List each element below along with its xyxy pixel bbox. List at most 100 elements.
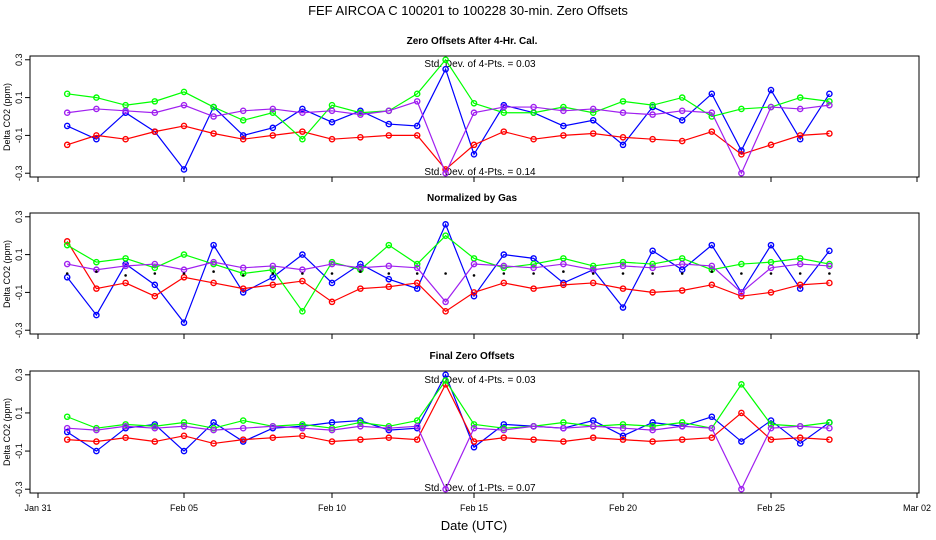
- data-point-norm: [621, 272, 625, 275]
- series-line-series_2: [66, 241, 830, 313]
- data-point-series_2: [93, 132, 100, 139]
- data-point-series_3: [678, 419, 686, 426]
- data-point-series_1: [328, 118, 336, 126]
- data-point-norm: [532, 272, 535, 275]
- data-point-series_3: [413, 260, 421, 268]
- data-point-series_1: [269, 124, 277, 132]
- plot-frame: [29, 212, 920, 335]
- data-point-series_4: [708, 109, 716, 117]
- y-tick-label: -0.1: [14, 285, 24, 301]
- data-point-series_4: [63, 260, 71, 268]
- data-point-series_1: [589, 116, 597, 124]
- data-point-series_4: [767, 264, 775, 272]
- data-point-norm: [212, 270, 215, 273]
- x-axis-label: Date (UTC): [441, 518, 507, 533]
- data-point-norm: [651, 272, 654, 275]
- data-point-series_3: [826, 98, 833, 105]
- data-point-series_2: [93, 438, 100, 445]
- data-point-series_2: [357, 285, 364, 292]
- data-point-series_3: [63, 413, 71, 421]
- data-point-series_3: [738, 381, 745, 388]
- data-point-series_4: [328, 260, 336, 268]
- data-point-series_1: [180, 447, 188, 455]
- data-point-series_1: [708, 241, 716, 249]
- data-point-norm: [591, 272, 595, 275]
- data-point-series_2: [413, 436, 421, 443]
- x-tick-label: Feb 20: [609, 503, 637, 513]
- data-point-norm: [710, 270, 714, 273]
- data-point-series_2: [239, 135, 247, 143]
- data-point-series_3: [767, 421, 775, 428]
- y-tick-label: -0.3: [14, 322, 24, 338]
- std-dev-annotation-bottom: Std. Dev. of 4-Pts. = 0.14: [424, 167, 536, 178]
- data-point-series_4: [210, 426, 217, 434]
- data-point-series_4: [619, 262, 627, 270]
- data-point-series_3: [738, 105, 745, 113]
- data-point-series_4: [500, 426, 508, 434]
- series-line-series_2: [67, 125, 830, 171]
- data-point-series_4: [385, 107, 393, 115]
- y-tick-label: -0.3: [14, 165, 24, 181]
- figure-title: FEF AIRCOA C 100201 to 100228 30-min. Ze…: [308, 3, 628, 18]
- data-point-series_2: [151, 292, 159, 300]
- data-point-series_4: [210, 113, 217, 120]
- data-point-series_1: [63, 428, 71, 436]
- data-point-series_4: [299, 424, 306, 432]
- data-point-series_2: [589, 130, 597, 137]
- data-point-series_1: [619, 304, 627, 311]
- data-point-series_2: [530, 436, 537, 443]
- data-point-norm: [241, 274, 245, 277]
- data-point-series_2: [796, 132, 804, 139]
- data-point-series_3: [678, 94, 686, 101]
- data-point-series_4: [357, 111, 364, 118]
- data-point-series_2: [269, 281, 277, 289]
- data-point-series_2: [796, 434, 804, 442]
- data-point-series_4: [589, 422, 597, 430]
- data-point-series_2: [357, 133, 364, 141]
- data-point-series_1: [796, 135, 804, 143]
- data-point-series_3: [589, 262, 597, 270]
- data-point-series_4: [442, 298, 449, 306]
- data-point-series_2: [210, 279, 217, 287]
- data-point-series_1: [63, 122, 71, 130]
- data-point-series_4: [413, 98, 421, 105]
- data-point-norm: [124, 274, 127, 277]
- data-point-series_2: [63, 238, 71, 245]
- data-point-norm: [387, 272, 391, 275]
- data-point-series_2: [122, 135, 129, 143]
- data-point-series_4: [530, 264, 537, 272]
- data-point-series_2: [63, 141, 71, 149]
- data-point-series_4: [470, 109, 478, 117]
- panel-final-zero-offsets: Final Zero Offsets Delta CO2 (ppm) -0.3 …: [2, 351, 920, 498]
- data-point-series_3: [442, 56, 449, 64]
- data-point-series_4: [122, 107, 129, 115]
- data-point-series_4: [767, 103, 775, 111]
- data-point-series_4: [767, 424, 775, 432]
- data-point-series_4: [619, 109, 627, 117]
- data-point-series_3: [180, 419, 188, 426]
- data-point-series_3: [63, 90, 71, 98]
- panel-zero-offsets-after-cal: Zero Offsets After 4-Hr. Cal. Delta CO2 …: [2, 36, 920, 182]
- data-point-series_1: [738, 438, 745, 445]
- series-line-series_4: [67, 100, 830, 175]
- data-point-series_2: [500, 434, 508, 442]
- data-point-series_2: [649, 289, 656, 296]
- data-point-series_2: [619, 436, 627, 443]
- panel-title: Zero Offsets After 4-Hr. Cal.: [407, 36, 538, 47]
- data-point-series_4: [796, 260, 804, 268]
- data-point-series_2: [210, 130, 217, 137]
- data-point-series_3: [442, 232, 449, 239]
- data-point-series_4: [826, 101, 833, 109]
- data-point-series_4: [413, 264, 421, 272]
- data-point-series_3: [619, 98, 627, 105]
- data-point-series_4: [530, 422, 537, 430]
- data-point-series_4: [239, 107, 247, 115]
- data-point-series_2: [826, 436, 833, 443]
- data-point-norm: [153, 272, 157, 275]
- data-point-series_1: [649, 419, 656, 426]
- data-point-series_2: [560, 438, 567, 445]
- data-point-series_2: [560, 132, 567, 139]
- data-point-series_2: [180, 432, 188, 440]
- data-point-series_2: [357, 436, 364, 443]
